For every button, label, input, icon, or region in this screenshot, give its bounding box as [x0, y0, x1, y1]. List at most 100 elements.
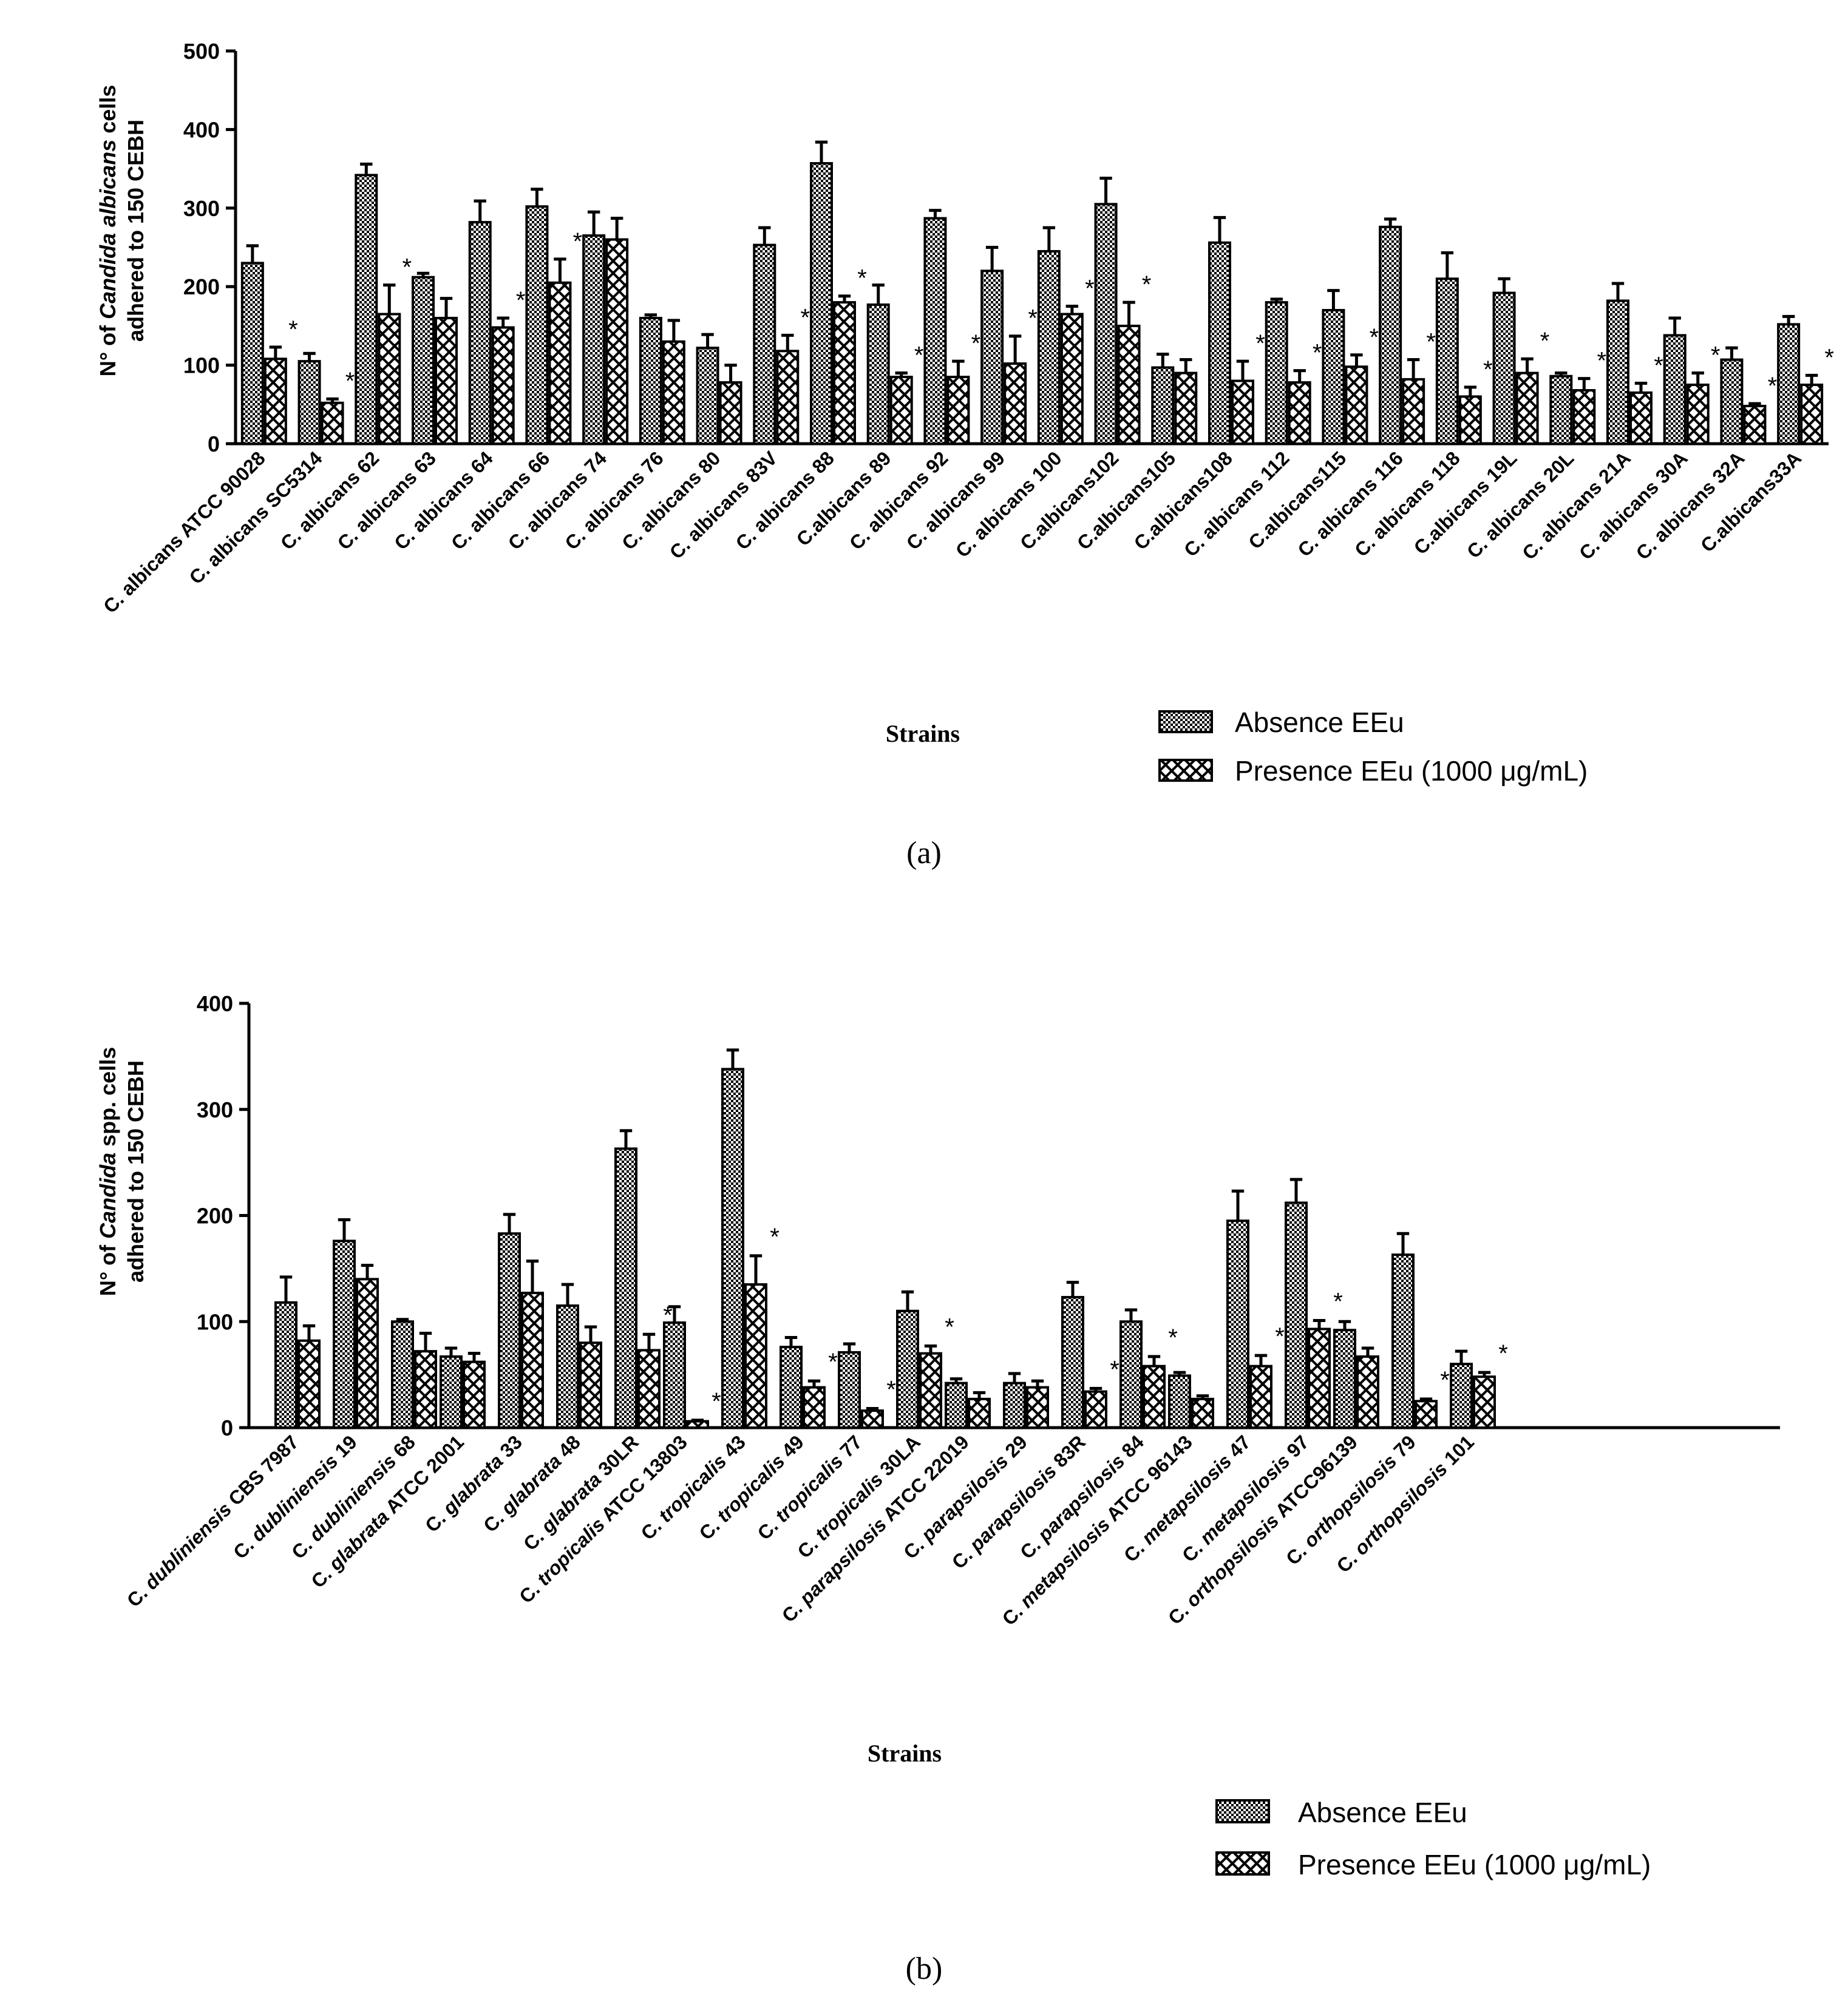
panel-b-presence-bar: [686, 1420, 709, 1429]
panel-a-presence-bar: [1572, 389, 1596, 445]
panel-a-x-tick-label: C. albicans 64: [390, 447, 497, 554]
panel-b-absence-bar: [1333, 1329, 1356, 1429]
panel-a-significance-mark: *: [1370, 324, 1379, 351]
panel-b-absence-bar: [440, 1355, 463, 1429]
panel-a-absence-bar: [1435, 277, 1459, 445]
panel-b-absence-bar: [1003, 1382, 1026, 1429]
panel-a-presence-bar: [491, 326, 515, 445]
panel-a-y-tick-label: 300: [183, 196, 220, 221]
panel-a-x-tick-label: C.albicans102: [1016, 447, 1123, 554]
panel-a-presence-bar: [946, 376, 970, 446]
panel-b-presence-bar: [1191, 1397, 1214, 1429]
panel-a-presence-bar: [1629, 391, 1653, 446]
panel-b-y-tick-label: 200: [197, 1204, 233, 1229]
panel-b-significance-mark: *: [712, 1388, 721, 1415]
panel-b-significance-mark: *: [1275, 1323, 1285, 1350]
panel-a-presence-bar: [263, 358, 287, 445]
panel-a-absence-bar: [525, 205, 549, 445]
panel-a-significance-mark: *: [1028, 305, 1038, 332]
panel-a-x-tick-label: C. albicans 99: [902, 447, 1009, 554]
panel-a-absence-bar: [1720, 358, 1744, 445]
panel-a-significance-mark: *: [1654, 352, 1663, 379]
panel-a-significance-mark: *: [857, 265, 867, 292]
panel-b-absence-bar: [1168, 1374, 1191, 1429]
panel-b-absence-bar: [1450, 1363, 1473, 1429]
panel-a-absence-bar: [1265, 301, 1288, 445]
panel-b-significance-mark: *: [1498, 1340, 1508, 1367]
panel-a-y-axis-label: N° of Candida albicans cells: [95, 85, 120, 377]
panel-b-significance-mark: *: [1168, 1324, 1178, 1351]
panel-b-chart: N° of Candida spp. cells adhered to 150 …: [95, 991, 1780, 1986]
panel-a-significance-mark: *: [914, 342, 924, 369]
panel-a-x-tick-label: C. albicans 76: [560, 447, 667, 554]
panel-b-absence-bar: [945, 1382, 968, 1429]
panel-b-absence-bar: [721, 1068, 744, 1429]
panel-b-label: (b): [906, 1951, 943, 1986]
panel-a-significance-mark: *: [1483, 356, 1493, 383]
panel-a-legend-label-absence: Absence EEu: [1235, 707, 1404, 738]
panel-a-presence-bar: [1800, 383, 1824, 446]
panel-a-presence-bar: [605, 238, 629, 445]
panel-a-x-axis-label: Strains: [886, 720, 960, 747]
panel-a-significance-mark: *: [1426, 329, 1436, 356]
panel-a-presence-bar: [378, 313, 401, 445]
panel-a-presence-bar: [435, 316, 458, 446]
panel-a-absence-bar: [923, 217, 947, 445]
panel-a-absence-bar: [980, 270, 1004, 445]
panel-a-absence-bar: [1322, 309, 1345, 445]
panel-a-presence-bar: [719, 381, 742, 445]
panel-a-x-tick-label: C.albicans115: [1244, 447, 1350, 553]
panel-a-significance-mark: *: [1313, 340, 1322, 367]
panel-a-x-tick-label: C.albicans 19L: [1410, 447, 1521, 558]
panel-a-absence-bar: [1151, 366, 1175, 445]
panel-b-y-tick-label: 100: [197, 1309, 233, 1334]
panel-b-presence-bar: [1415, 1400, 1438, 1429]
panel-a-absence-bar: [1549, 375, 1573, 445]
panel-a-significance-mark: *: [516, 287, 526, 314]
panel-a-significance-mark: *: [1540, 328, 1550, 354]
panel-a-significance-mark: *: [1824, 344, 1834, 371]
panel-b-significance-mark: *: [1110, 1356, 1119, 1383]
panel-b-legend: Absence EEu Presence EEu (1000 μg/mL): [1215, 1797, 1651, 1880]
panel-a-absence-bar: [1094, 203, 1118, 445]
panel-b-presence-bar: [297, 1339, 321, 1429]
panel-a-x-tick-label: C. albicans 100: [951, 447, 1066, 561]
panel-b-absence-bar: [1391, 1253, 1415, 1429]
panel-a-presence-bar: [1060, 313, 1084, 445]
panel-a-y-tick-label: 500: [183, 39, 220, 64]
panel-a-x-tick-label: C. albicans 112: [1180, 447, 1294, 561]
panel-a-presence-bar: [1288, 381, 1311, 445]
panel-a-label: (a): [906, 836, 942, 870]
panel-a-legend-swatch-presence: [1158, 759, 1213, 782]
panel-a-x-tick-label: C. albicans 118: [1350, 447, 1464, 561]
panel-a-presence-bar: [776, 350, 800, 445]
panel-b-presence-bar: [579, 1341, 602, 1429]
panel-b-absence-bar: [838, 1351, 861, 1429]
panel-a-presence-bar: [833, 301, 856, 445]
panel-a-presence-bar: [1004, 362, 1027, 446]
panel-b-y-axis-label: N° of Candida spp. cells: [95, 1047, 120, 1296]
panel-a-absence-bar: [582, 234, 606, 445]
panel-a-absence-bar: [1379, 225, 1402, 445]
panel-a-absence-bar: [355, 174, 378, 445]
panel-b-y-axis-label-line2: adhered to 150 CEBH: [123, 1060, 148, 1283]
panel-b-presence-bar: [1249, 1365, 1272, 1429]
panel-a-presence-bar: [1117, 324, 1141, 446]
panel-a-absence-bar: [1606, 299, 1629, 445]
panel-a-absence-bar: [1037, 249, 1061, 445]
panel-a-significance-mark: *: [971, 330, 981, 357]
panel-b-y-tick-label: 400: [197, 991, 233, 1016]
panel-a-significance-mark: *: [1711, 342, 1721, 369]
panel-b-legend-swatch-presence: [1215, 1851, 1270, 1876]
panel-b-presence-bar: [1084, 1390, 1107, 1429]
panel-a-significance-mark: *: [345, 368, 355, 395]
panel-a-x-tick-label: C. albicans 20L: [1462, 447, 1578, 562]
panel-a-x-tick-label: C. albicans 116: [1293, 447, 1407, 561]
panel-b-absence-bar: [614, 1147, 637, 1429]
panel-a-significance-mark: *: [1597, 348, 1606, 375]
panel-b-significance-mark: *: [886, 1377, 896, 1403]
panel-b-legend-label-presence: Presence EEu (1000 μg/mL): [1298, 1849, 1651, 1880]
panel-b-presence-bar: [1308, 1327, 1331, 1429]
panel-b-presence-bar: [414, 1350, 437, 1429]
panel-a-absence-bar: [240, 262, 264, 445]
